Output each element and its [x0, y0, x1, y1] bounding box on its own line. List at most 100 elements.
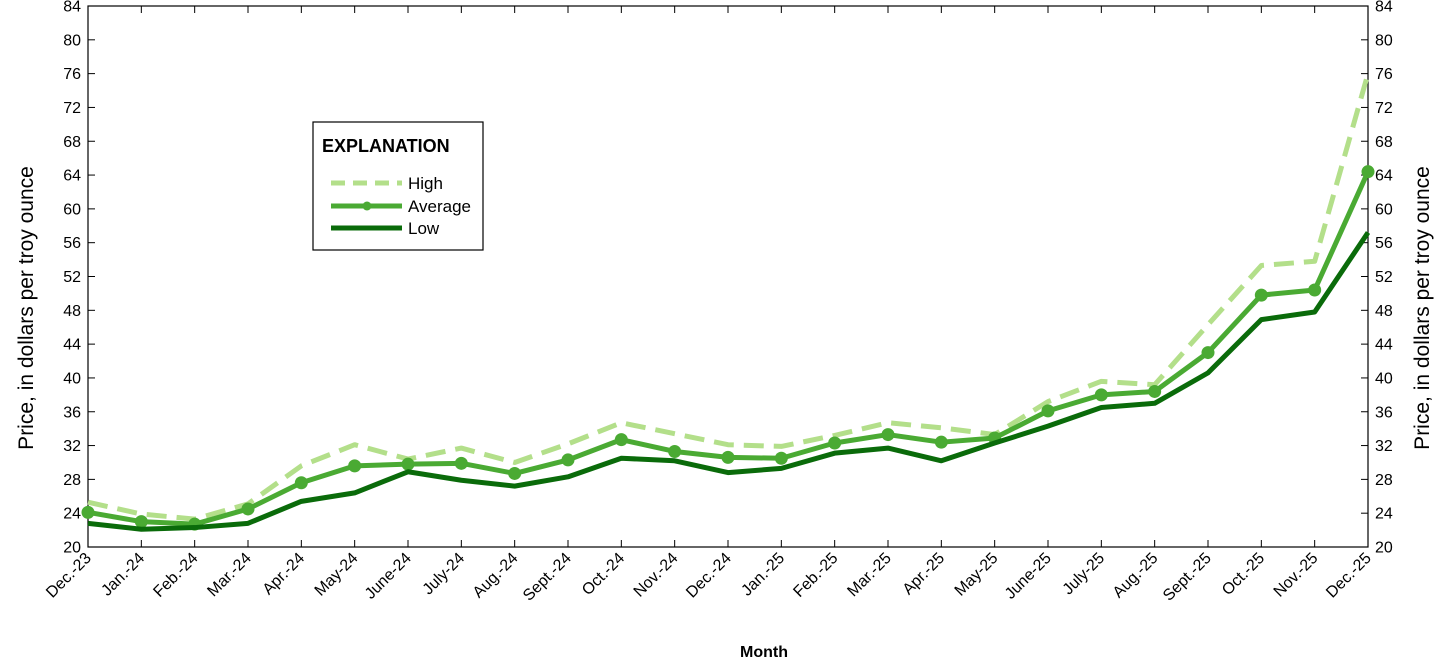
- x-axis-title: Month: [740, 644, 788, 661]
- y-tick-label-left: 28: [63, 472, 81, 489]
- data-point-average: [81, 505, 95, 519]
- x-axis-ticks: Dec.-23 Jan.-24 Feb.-24 Mar.-24 Apr.-24 May-2…: [43, 6, 1375, 605]
- y-tick-label-left: 76: [63, 66, 81, 83]
- y-tick-label-right: 48: [1375, 303, 1393, 320]
- y-tick-label-left: 24: [63, 506, 81, 523]
- y-tick-label-left: 64: [63, 168, 81, 185]
- data-point-average: [881, 428, 895, 442]
- legend-title: EXPLANATION: [322, 136, 450, 156]
- x-tick-label: Oct.-24: [579, 550, 628, 599]
- data-point-average: [294, 476, 308, 490]
- x-tick-label: Aug.-24: [470, 550, 522, 602]
- y-tick-label-right: 68: [1375, 134, 1393, 151]
- y-tick-label-left: 36: [63, 404, 81, 421]
- y-tick-label-right: 64: [1375, 168, 1393, 185]
- y-tick-label-right: 20: [1375, 540, 1393, 557]
- data-point-average: [1308, 283, 1322, 297]
- legend-marker-average: [362, 201, 372, 211]
- y-tick-label-right: 80: [1375, 32, 1393, 49]
- x-tick-label: Sept.-25: [1160, 550, 1215, 605]
- x-tick-label: Oct.-25: [1219, 550, 1268, 599]
- y-tick-label-left: 20: [63, 540, 81, 557]
- x-tick-label: Apr.-25: [900, 550, 949, 599]
- y-axis-title-left: Price, in dollars per troy ounce: [15, 166, 38, 450]
- y-tick-label-right: 60: [1375, 201, 1393, 218]
- data-point-average: [241, 502, 255, 516]
- data-point-average: [1041, 404, 1055, 418]
- data-point-average: [1201, 346, 1215, 360]
- x-tick-label: July-25: [1060, 550, 1109, 599]
- series-line-high: [87, 72, 1371, 522]
- y-axis-title-right: Price, in dollars per troy ounce: [1411, 166, 1434, 450]
- y-tick-label-left: 32: [63, 438, 81, 455]
- data-point-average: [1361, 165, 1375, 179]
- data-point-average: [614, 433, 628, 447]
- x-tick-label: May-24: [312, 550, 362, 600]
- y-tick-label-right: 72: [1375, 100, 1393, 117]
- data-point-average: [668, 444, 682, 458]
- y-tick-label-left: 40: [63, 370, 81, 387]
- series-layer: [81, 72, 1375, 532]
- y-tick-label-left: 44: [63, 337, 81, 354]
- x-tick-label: Dec.-24: [683, 550, 735, 602]
- x-tick-label: June-24: [362, 550, 415, 603]
- x-tick-label: Feb.-24: [150, 550, 201, 601]
- x-tick-label: Jan.-25: [738, 550, 788, 600]
- y-tick-label-right: 52: [1375, 269, 1393, 286]
- x-tick-label: Sept.-24: [520, 550, 575, 605]
- y-tick-label-left: 60: [63, 201, 81, 218]
- y-tick-label-left: 68: [63, 134, 81, 151]
- x-tick-label: Dec.-25: [1323, 550, 1375, 602]
- x-tick-label: Apr.-24: [260, 550, 309, 599]
- x-tick-label: Dec.-23: [43, 550, 95, 602]
- data-point-average: [1148, 384, 1162, 398]
- legend-label-low: Low: [408, 219, 440, 238]
- y-tick-label-right: 32: [1375, 438, 1393, 455]
- x-tick-label: Aug.-25: [1110, 550, 1162, 602]
- data-point-average: [454, 456, 468, 470]
- series-line-low: [87, 231, 1371, 532]
- data-point-average: [401, 457, 415, 471]
- left-axis-ticks: 20 24 28 32 36 40 44 48 52 56 60 64 68 72 76 80 84: [63, 0, 95, 557]
- x-tick-label: June-25: [1002, 550, 1055, 603]
- data-point-average: [1254, 288, 1268, 302]
- data-point-average: [774, 451, 788, 465]
- legend-label-high: High: [408, 174, 443, 193]
- x-tick-label: May-25: [952, 550, 1002, 600]
- y-tick-label-left: 72: [63, 100, 81, 117]
- y-tick-label-left: 52: [63, 269, 81, 286]
- y-tick-label-left: 80: [63, 32, 81, 49]
- x-tick-label: Feb.-25: [790, 550, 841, 601]
- y-tick-label-right: 40: [1375, 370, 1393, 387]
- data-point-average: [934, 435, 948, 449]
- data-point-average: [828, 436, 842, 450]
- y-tick-label-right: 44: [1375, 337, 1393, 354]
- data-point-average: [721, 450, 735, 464]
- y-tick-label-right: 24: [1375, 506, 1393, 523]
- y-tick-label-right: 84: [1375, 0, 1393, 16]
- y-tick-label-right: 36: [1375, 404, 1393, 421]
- legend: EXPLANATION High Average Low: [312, 121, 484, 251]
- y-tick-label-left: 56: [63, 235, 81, 252]
- x-tick-label: Mar.-24: [204, 550, 254, 600]
- x-tick-label: July-24: [420, 550, 469, 599]
- data-point-average: [134, 515, 148, 529]
- x-tick-label: Nov.-24: [631, 550, 682, 601]
- right-axis-ticks: 20 24 28 32 36 40 44 48 52 56 60 64 68 72 76 80 84: [1361, 0, 1393, 557]
- data-point-average: [508, 466, 522, 480]
- y-tick-label-right: 56: [1375, 235, 1393, 252]
- data-point-average: [1094, 388, 1108, 402]
- y-tick-label-left: 48: [63, 303, 81, 320]
- x-tick-label: Nov.-25: [1271, 550, 1322, 601]
- y-tick-label-left: 84: [63, 0, 81, 16]
- data-point-average: [348, 459, 362, 473]
- y-tick-label-right: 28: [1375, 472, 1393, 489]
- y-tick-label-right: 76: [1375, 66, 1393, 83]
- legend-label-average: Average: [408, 197, 471, 216]
- x-tick-label: Mar.-25: [844, 550, 894, 600]
- data-point-average: [561, 453, 575, 467]
- x-tick-label: Jan.-24: [98, 550, 148, 600]
- plot-frame: [87, 5, 1369, 548]
